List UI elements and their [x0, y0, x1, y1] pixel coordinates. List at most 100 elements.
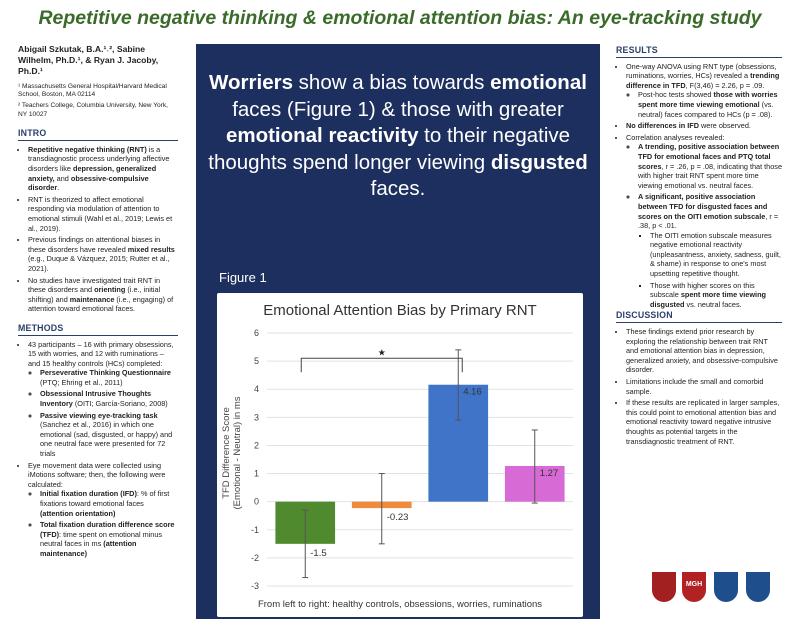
results-subbullet: Post-hoc tests showed those with worries… — [638, 90, 782, 119]
discussion-bullet: These findings extend prior research by … — [626, 327, 782, 375]
bar-chart: Emotional Attention Bias by Primary RNT … — [221, 302, 573, 610]
right-column: RESULTS One-way ANOVA using RNT type (ob… — [616, 44, 782, 448]
task-term: Passive viewing eye-tracking task — [40, 410, 158, 420]
x-axis-label: From left to right: healthy controls, ob… — [258, 599, 542, 610]
worries-finding: those with worries spent more time viewi… — [638, 90, 778, 109]
figure-label: Figure 1 — [219, 270, 267, 285]
chart-container: Emotional Attention Bias by Primary RNT … — [217, 293, 583, 617]
results-bullet: One-way ANOVA using RNT type (obsessions… — [626, 62, 782, 120]
text: : time spent on emotional minus neutral … — [40, 529, 163, 549]
maintenance-term: maintenance — [69, 294, 115, 304]
y-axis-label-line2: (Emotional - Neutral) in ms — [232, 396, 243, 509]
text: Correlation analyses revealed: — [626, 132, 725, 142]
discussion-list: These findings extend prior research by … — [616, 327, 782, 446]
text: : % of first fixations toward emotional … — [40, 489, 170, 509]
mixed-results-term: mixed results — [127, 244, 175, 254]
mgh-shield-icon: MGH — [682, 572, 706, 602]
significance-star: ★ — [378, 348, 386, 358]
data-label: 1.27 — [540, 468, 559, 479]
methods-subbullet: Total fixation duration difference score… — [40, 520, 178, 558]
text: No studies have investigated trait RNT i… — [28, 275, 161, 295]
methods-sublist: Initial fixation duration (IFD): % of fi… — [28, 489, 178, 558]
text: 43 participants – 16 with primary obsess… — [28, 339, 174, 368]
y-tick-label: 1 — [254, 469, 259, 479]
significance-layer: ★ — [300, 348, 463, 373]
methods-bullet: Eye movement data were collected using i… — [28, 461, 178, 559]
text: (i.e., initial shifting) and — [28, 285, 161, 304]
ifd-term: Initial fixation duration (IFD) — [40, 489, 137, 499]
methods-bullet: 43 participants – 16 with primary obsess… — [28, 340, 178, 459]
rnt-term: Repetitive negative thinking (RNT) — [28, 144, 147, 154]
oiti-term: Obsessional Intrusive Thoughts Inventory — [40, 389, 152, 409]
teachers-college-shield-icon — [714, 572, 738, 602]
affiliation-1: ¹ Massachusetts General Hospital/Harvard… — [18, 82, 167, 99]
headline-text: faces (Figure 1) & those with greater — [232, 97, 564, 121]
tfd-term: Total fixation duration difference score… — [40, 520, 175, 539]
discussion-bullet: If these results are replicated in large… — [626, 398, 782, 446]
text: and — [56, 173, 71, 183]
y-tick-label: 0 — [254, 497, 259, 507]
results-sublist: Post-hoc tests showed those with worries… — [626, 90, 782, 119]
intro-bullet: No studies have investigated trait RNT i… — [28, 276, 178, 314]
text: (e.g., Duque & Vázquez, 2015; Rutter et … — [28, 254, 170, 273]
methods-sublist: Perseverative Thinking Questionnaire (PT… — [28, 368, 178, 458]
results-heading: RESULTS — [616, 45, 782, 58]
maintenance-term: (attention maintenance) — [40, 539, 137, 558]
headline: Worriers show a bias towards emotional f… — [206, 70, 590, 203]
methods-subbullet: Obsessional Intrusive Thoughts Inventory… — [40, 389, 178, 408]
results-subbullet: A significant, positive association betw… — [638, 192, 782, 309]
results-subsubbullet: Those with higher scores on this subscal… — [650, 281, 782, 310]
text: (Sanchez et al., 2016) in which one emot… — [40, 420, 173, 459]
authors: Abigail Szkutak, B.A.¹˒², Sabine Wilhelm… — [18, 44, 159, 77]
text: , r = .26, p = .08, indicating that thos… — [638, 161, 783, 190]
tfd-finding: trending difference in TFD — [626, 71, 780, 90]
discussion-heading: DISCUSSION — [616, 311, 782, 324]
center-panel: Worriers show a bias towards emotional f… — [196, 44, 600, 619]
headline-bold: emotional reactivity — [225, 124, 419, 147]
text: , r = .38, p < .01. — [638, 211, 779, 231]
text: Previous findings on attentional biases … — [28, 235, 161, 254]
text: vs. neutral faces. — [684, 299, 742, 309]
data-label: 4.16 — [463, 387, 482, 398]
headline-bold: disgusted — [490, 150, 588, 174]
methods-list: 43 participants – 16 with primary obsess… — [18, 340, 178, 559]
methods-heading: METHODS — [18, 323, 178, 336]
text: Eye movement data were collected using i… — [28, 460, 166, 489]
data-label: -1.5 — [310, 548, 326, 559]
mgh-logo-text: MGH — [685, 581, 703, 588]
ptq-term: Perseverative Thinking Questionnaire — [40, 368, 171, 378]
results-subsubbullet: The OITI emotion subscale measures negat… — [650, 231, 782, 279]
ptq-finding: A trending, positive association between… — [638, 142, 780, 171]
headline-text: show a bias towards — [292, 71, 491, 94]
y-tick-label: 4 — [254, 384, 259, 394]
value-label-layer: -1.5 -0.23 4.16 1.27 — [310, 387, 558, 559]
results-bullet: Correlation analyses revealed: A trendin… — [626, 133, 782, 310]
text: (PTQ; Ehring et al., 2011) — [40, 377, 123, 387]
text: (OITI; García-Soriano, 2008) — [72, 399, 168, 409]
bar-layer — [275, 384, 565, 544]
institution-logos: MGH — [652, 572, 792, 612]
text: (i.e., engaging) of attention toward emo… — [28, 294, 174, 314]
results-bullet: No differences in IFD were observed. — [626, 121, 782, 131]
text: (vs. neutral) faces compared to HCs (p =… — [638, 99, 774, 119]
intro-bullet: Repetitive negative thinking (RNT) is a … — [28, 145, 178, 193]
methods-subbullet: Initial fixation duration (IFD): % of fi… — [40, 489, 178, 518]
oiti-finding: A significant, positive association betw… — [638, 192, 768, 221]
headline-bold: Worriers — [209, 71, 293, 94]
intro-bullet: Previous findings on attentional biases … — [28, 235, 178, 273]
y-tick-label: 6 — [254, 328, 259, 338]
headline-text: faces. — [370, 177, 426, 200]
ifd-finding: No differences in IFD — [626, 121, 699, 131]
y-tick-label: -3 — [251, 581, 259, 591]
orienting-term: orienting — [94, 285, 126, 295]
methods-subbullet: Perseverative Thinking Questionnaire (PT… — [40, 368, 178, 387]
text: were observed. — [698, 121, 751, 131]
y-axis-label-line1: TFD Difference Score — [221, 407, 232, 499]
y-tick-label: -2 — [251, 553, 259, 563]
text: Post-hoc tests showed — [638, 90, 714, 100]
intro-bullet: RNT is theorized to affect emotional res… — [28, 195, 178, 233]
results-sublist: A trending, positive association between… — [626, 142, 782, 309]
text: , F(3,46) = 2.26, p = .09. — [685, 80, 765, 90]
y-tick-label: 5 — [254, 356, 259, 366]
text: Those with higher scores on this subscal… — [650, 280, 755, 300]
